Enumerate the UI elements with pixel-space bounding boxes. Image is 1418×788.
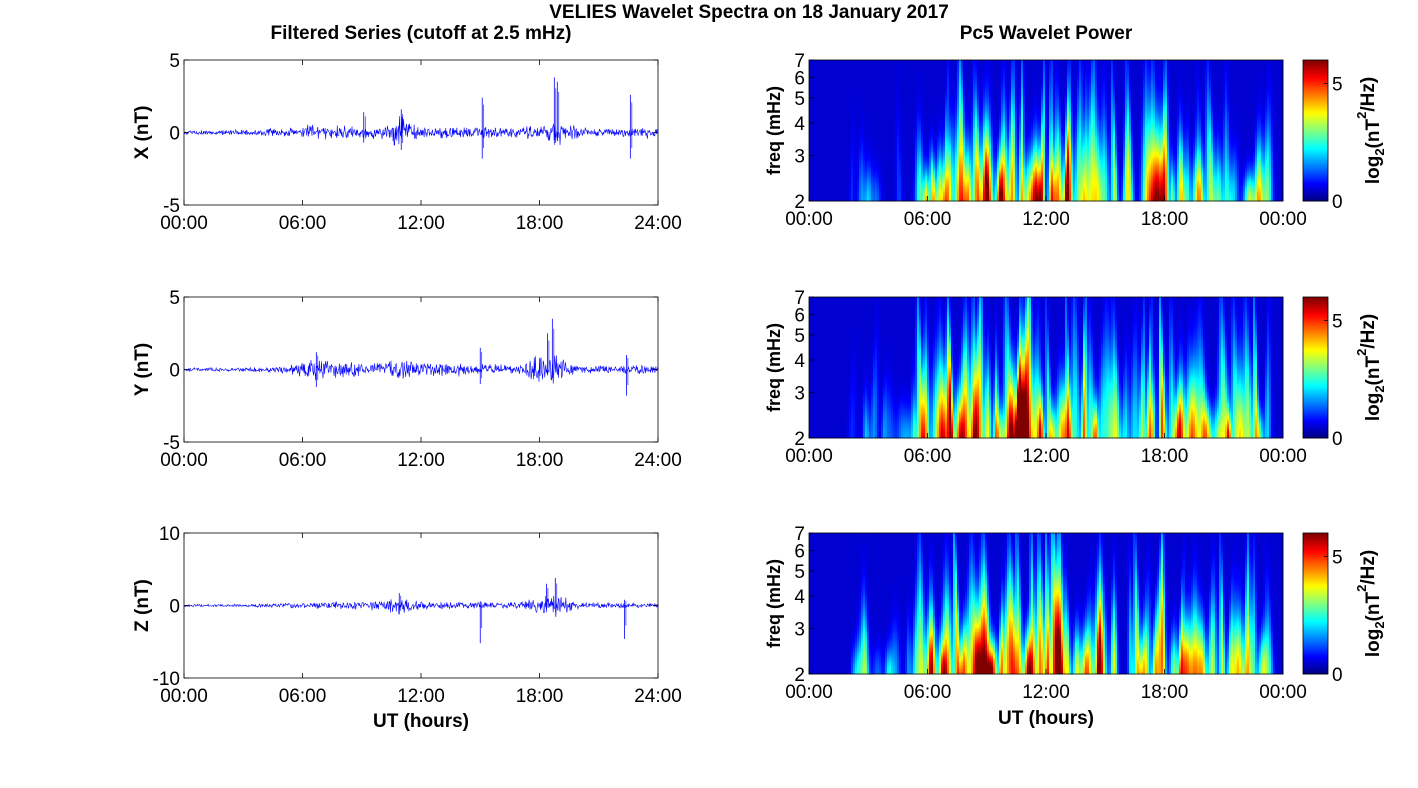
y-tick-label: 5 <box>169 288 180 309</box>
x-tick-label: 24:00 <box>634 450 682 471</box>
y-tick-label: -10 <box>153 669 180 690</box>
figure-title: VELIES Wavelet Spectra on 18 January 201… <box>549 2 949 23</box>
x-tick-label: 06:00 <box>279 450 327 471</box>
x-tick-label: 18:00 <box>516 213 564 234</box>
y-axis-label: Z (nT) <box>132 579 153 632</box>
x-axis-label: UT (hours) <box>373 711 469 732</box>
y-axis-label: X (nT) <box>132 106 153 160</box>
y-tick-label: 10 <box>159 524 180 545</box>
x-tick-label: 12:00 <box>397 686 445 707</box>
x-tick-label: 12:00 <box>397 213 445 234</box>
x-tick-label: 24:00 <box>634 213 682 234</box>
y-tick-label: 5 <box>169 51 180 72</box>
y-tick-label: -5 <box>163 433 180 454</box>
y-tick-label: 0 <box>169 361 180 382</box>
y-tick-label: 0 <box>169 597 180 618</box>
right-column-title: Pc5 Wavelet Power <box>960 23 1133 44</box>
x-tick-label: 18:00 <box>516 450 564 471</box>
heatmap-cells <box>809 60 1283 201</box>
y-axis-label: Y (nT) <box>132 343 153 396</box>
left-column-title: Filtered Series (cutoff at 2.5 mHz) <box>271 23 572 44</box>
x-tick-label: 12:00 <box>397 450 445 471</box>
y-tick-label: -5 <box>163 196 180 217</box>
x-tick-label: 24:00 <box>634 686 682 707</box>
y-tick-label: 0 <box>169 124 180 145</box>
x-tick-label: 18:00 <box>516 686 564 707</box>
x-tick-label: 06:00 <box>279 686 327 707</box>
x-tick-label: 06:00 <box>279 213 327 234</box>
